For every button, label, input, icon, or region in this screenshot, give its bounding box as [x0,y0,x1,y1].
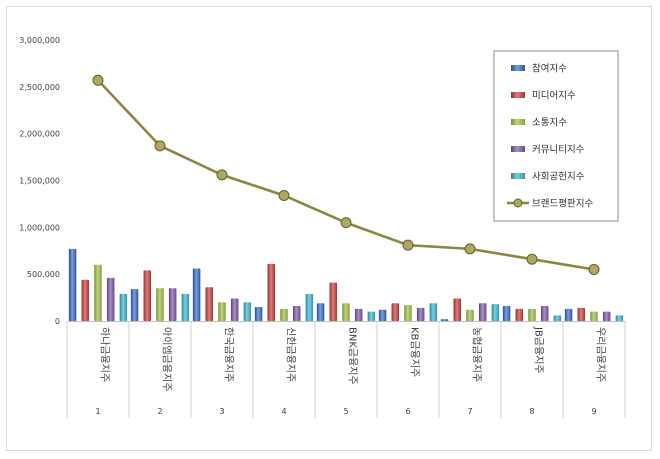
category-number: 4 [281,407,286,416]
bar [230,298,239,321]
bar [94,264,102,321]
y-tick-label: 2,500,000 [19,83,60,92]
y-tick-label: 0 [55,317,60,326]
bar [143,270,152,321]
legend-label: 미디어지수 [532,91,576,102]
bar [564,308,573,321]
line-point [464,243,476,255]
category-label: KB금융지주 [409,327,421,377]
y-tick-label: 2,000,000 [19,130,60,139]
bar [602,311,611,321]
legend-label: 소통지수 [532,118,567,129]
category-label: 아이엠금융지주 [161,327,173,391]
line-point [526,253,538,265]
line-point [216,169,228,181]
legend-swatch [511,173,525,179]
line-point [340,217,352,229]
line-layer [92,74,600,275]
bar [429,303,438,321]
bar [280,308,288,321]
bar [440,319,449,321]
legend-marker-swatch [513,198,523,208]
bar [205,287,214,321]
line-point [402,239,414,251]
bar [502,306,511,321]
bar [168,288,177,321]
bar [354,308,363,321]
line-point [278,189,290,201]
category-number: 5 [343,407,348,416]
bar [367,311,376,321]
legend-swatch [511,146,525,152]
bar [254,306,263,321]
bar [378,309,387,321]
bar [81,279,90,321]
legend-label: 사회공헌지수 [532,172,585,183]
bar [130,289,139,321]
category-label: 하나금융지주 [99,327,112,382]
legend-label: 브랜드평판지수 [532,199,593,210]
label-layer: 하나금융지주 1 아이엠금융지주 2 한국금융지주 3 신한금융지주 4 BNK금융지주 5 KB금… [95,326,606,416]
bar [453,298,462,321]
bar [305,293,314,321]
category-label: 신한금융지주 [285,327,297,382]
bar [404,305,412,321]
bar [106,277,115,321]
legend-label: 참여지수 [532,63,567,75]
bar [540,306,549,321]
bar [577,307,586,321]
bar [615,315,624,321]
axis-layer: 0 500,000 1,000,000 1,500,000 2,000,000 2,500… [19,36,626,418]
bar [156,288,164,321]
bar [528,308,536,321]
category-number: 3 [219,407,224,416]
line-point [154,140,166,152]
y-tick-label: 1,500,000 [19,177,60,186]
bar [316,303,325,321]
category-label: 우리금융지주 [595,327,607,382]
bar [491,304,500,321]
legend-swatch [511,92,525,98]
category-number: 6 [405,407,410,416]
bar [292,306,301,321]
y-tick-label: 500,000 [27,270,60,279]
category-number: 9 [591,407,596,416]
bar [119,293,128,321]
bar [329,282,338,321]
bar [515,308,524,321]
legend-label: 커뮤니티지수 [532,145,585,156]
line-point [588,263,600,275]
bar [391,303,400,321]
y-tick-label: 3,000,000 [19,36,60,45]
category-number: 2 [157,407,162,416]
category-number: 8 [529,407,534,416]
bar [478,303,487,321]
bar [218,302,226,321]
bar [590,311,598,321]
category-label: BNK금융지주 [347,327,359,385]
bar [243,302,252,321]
category-label: 한국금융지주 [223,327,235,382]
bar [553,315,562,321]
bar-layer [68,248,624,321]
bar [466,309,474,321]
line-point [92,74,104,86]
legend-swatch [511,119,525,125]
category-label: 농협금융지주 [471,327,484,382]
y-tick-label: 1,000,000 [19,223,60,232]
category-number: 1 [95,407,100,416]
category-label: JB금융지주 [533,326,545,374]
bar [267,263,276,321]
legend-swatch [511,65,525,71]
category-number: 7 [467,407,472,416]
bar [68,248,77,321]
bar [181,293,190,321]
bar [416,307,425,321]
bar [192,268,201,321]
bar [342,303,350,321]
legend-box [493,50,619,222]
